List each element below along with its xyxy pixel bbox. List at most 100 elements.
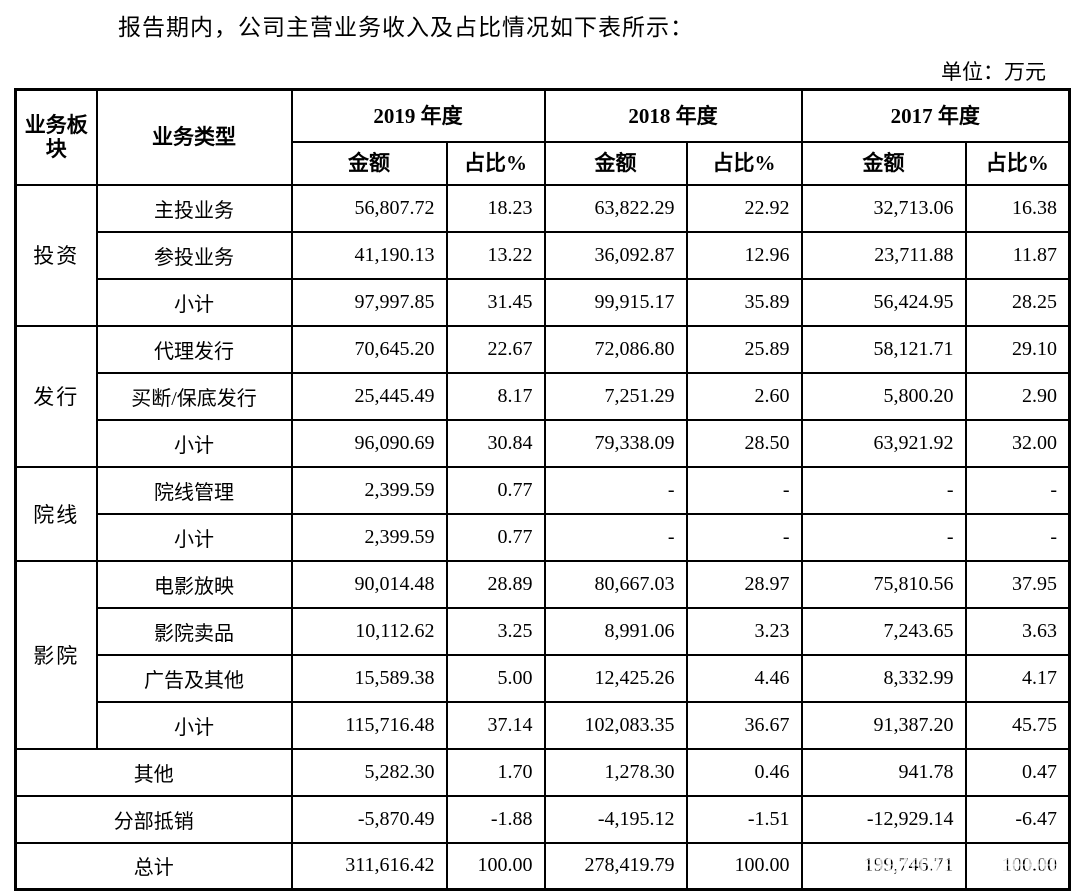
cell-ratio-2018: - (685, 512, 803, 562)
header-ratio-2017: 占比% (964, 140, 1071, 186)
cell-ratio-2018: 100.00 (685, 841, 803, 891)
header-row-measures: 金额 占比% 金额 占比% 金额 占比% (16, 140, 1071, 186)
table-row-elimination: 分部抵销 -5,870.49 -1.88 -4,195.12 -1.51 -12… (14, 794, 1071, 844)
cell-ratio-2018: - (685, 465, 803, 515)
row-label: 总计 (14, 841, 293, 891)
segment-label-theaters: 影院 (14, 559, 98, 750)
cell-ratio-2019: 100.00 (445, 841, 546, 891)
cell-amount-2019: 96,090.69 (290, 418, 448, 468)
cell-amount-2018: 72,086.80 (543, 324, 688, 374)
cell-ratio-2018: 0.46 (685, 747, 803, 797)
cell-ratio-2017: 16.38 (964, 183, 1071, 233)
cell-amount-2019: 25,445.49 (290, 371, 448, 421)
unit-label: 单位：万元 (941, 60, 1046, 84)
header-amount-2017: 金额 (800, 140, 967, 186)
cell-amount-2019: 41,190.13 (290, 230, 448, 280)
cell-amount-2017: 91,387.20 (800, 700, 967, 750)
cell-amount-2019: 15,589.38 (290, 653, 448, 703)
cell-ratio-2017: 0.47 (964, 747, 1071, 797)
cell-amount-2017: 23,711.88 (800, 230, 967, 280)
table-row: 买断/保底发行 25,445.49 8.17 7,251.29 2.60 5,8… (16, 371, 1071, 421)
cell-ratio-2017: 45.75 (964, 700, 1071, 750)
revenue-table: 业务板块 业务类型 2019 年度 2018 年度 2017 年度 金额 占比%… (14, 88, 1071, 891)
cell-amount-2018: 1,278.30 (543, 747, 688, 797)
header-amount-2019: 金额 (290, 140, 448, 186)
header-ratio-2018: 占比% (685, 140, 803, 186)
cell-ratio-2018: 3.23 (685, 606, 803, 656)
cell-amount-2018: 79,338.09 (543, 418, 688, 468)
cell-amount-2017: 7,243.65 (800, 606, 967, 656)
cell-amount-2018: 278,419.79 (543, 841, 688, 891)
row-label: 小计 (95, 700, 293, 750)
cell-ratio-2019: 0.77 (445, 512, 546, 562)
row-label: 小计 (95, 277, 293, 327)
header-ratio-2019: 占比% (445, 140, 546, 186)
table-row: 影院 电影放映 90,014.48 28.89 80,667.03 28.97 … (14, 559, 1071, 750)
cell-ratio-2017: 32.00 (964, 418, 1071, 468)
cell-ratio-2018: -1.51 (685, 794, 803, 844)
cell-ratio-2019: 8.17 (445, 371, 546, 421)
cell-amount-2019: 5,282.30 (290, 747, 448, 797)
cell-amount-2019: 2,399.59 (290, 512, 448, 562)
row-label: 参投业务 (95, 230, 293, 280)
cell-amount-2018: 99,915.17 (543, 277, 688, 327)
cell-ratio-2019: 3.25 (445, 606, 546, 656)
cell-ratio-2018: 25.89 (685, 324, 803, 374)
cell-amount-2019: 115,716.48 (290, 700, 448, 750)
cell-amount-2019: 56,807.72 (290, 183, 448, 233)
cell-amount-2017: -12,929.14 (800, 794, 967, 844)
cell-amount-2017: 75,810.56 (800, 559, 967, 609)
cell-ratio-2017: 37.95 (964, 559, 1071, 609)
cell-amount-2017: 5,800.20 (800, 371, 967, 421)
cell-ratio-2019: 31.45 (445, 277, 546, 327)
cell-ratio-2018: 2.60 (685, 371, 803, 421)
cell-ratio-2018: 28.50 (685, 418, 803, 468)
cell-ratio-2017: - (964, 465, 1071, 515)
cell-amount-2017: 8,332.99 (800, 653, 967, 703)
cell-ratio-2019: 28.89 (445, 559, 546, 609)
header-year-2018: 2018 年度 (543, 88, 803, 143)
intro-text: 报告期内，公司主营业务收入及占比情况如下表所示： (118, 15, 694, 40)
cell-amount-2019: 90,014.48 (290, 559, 448, 609)
cell-amount-2018: 102,083.35 (543, 700, 688, 750)
cell-ratio-2017: 29.10 (964, 324, 1071, 374)
cell-amount-2017: - (800, 512, 967, 562)
cell-ratio-2019: 0.77 (445, 465, 546, 515)
cell-ratio-2018: 4.46 (685, 653, 803, 703)
cell-amount-2019: 311,616.42 (290, 841, 448, 891)
header-type: 业务类型 (95, 88, 293, 186)
row-label: 广告及其他 (95, 653, 293, 703)
segment-label-investment: 投资 (14, 183, 98, 327)
header-segment: 业务板块 (14, 88, 98, 186)
cell-amount-2018: 63,822.29 (543, 183, 688, 233)
table-row: 发行 代理发行 70,645.20 22.67 72,086.80 25.89 … (14, 324, 1071, 468)
cell-ratio-2019: 30.84 (445, 418, 546, 468)
cell-ratio-2019: 18.23 (445, 183, 546, 233)
cell-ratio-2019: 13.22 (445, 230, 546, 280)
row-label: 影院卖品 (95, 606, 293, 656)
cell-amount-2017: 58,121.71 (800, 324, 967, 374)
cell-amount-2018: - (543, 465, 688, 515)
header-year-2017: 2017 年度 (800, 88, 1071, 143)
table-row: 影院卖品 10,112.62 3.25 8,991.06 3.23 7,243.… (16, 606, 1071, 656)
cell-amount-2017: 32,713.06 (800, 183, 967, 233)
table-row-subtotal: 小计 96,090.69 30.84 79,338.09 28.50 63,92… (16, 418, 1071, 468)
row-label: 小计 (95, 418, 293, 468)
header-row-years: 业务板块 业务类型 2019 年度 2018 年度 2017 年度 (14, 88, 1071, 186)
cell-ratio-2017: -6.47 (964, 794, 1071, 844)
header-amount-2018: 金额 (543, 140, 688, 186)
table-row-other: 其他 5,282.30 1.70 1,278.30 0.46 941.78 0.… (14, 747, 1071, 797)
cell-ratio-2019: 1.70 (445, 747, 546, 797)
cell-ratio-2017: 3.63 (964, 606, 1071, 656)
table-row: 广告及其他 15,589.38 5.00 12,425.26 4.46 8,33… (16, 653, 1071, 703)
cell-amount-2017: 199,746.71 (800, 841, 967, 891)
row-label: 买断/保底发行 (95, 371, 293, 421)
cell-amount-2018: 8,991.06 (543, 606, 688, 656)
cell-ratio-2019: 5.00 (445, 653, 546, 703)
cell-ratio-2017: 4.17 (964, 653, 1071, 703)
row-label: 代理发行 (95, 324, 293, 374)
cell-amount-2018: 12,425.26 (543, 653, 688, 703)
cell-ratio-2017: 100.00 (964, 841, 1071, 891)
cell-amount-2017: 63,921.92 (800, 418, 967, 468)
table-row-subtotal: 小计 115,716.48 37.14 102,083.35 36.67 91,… (16, 700, 1071, 750)
